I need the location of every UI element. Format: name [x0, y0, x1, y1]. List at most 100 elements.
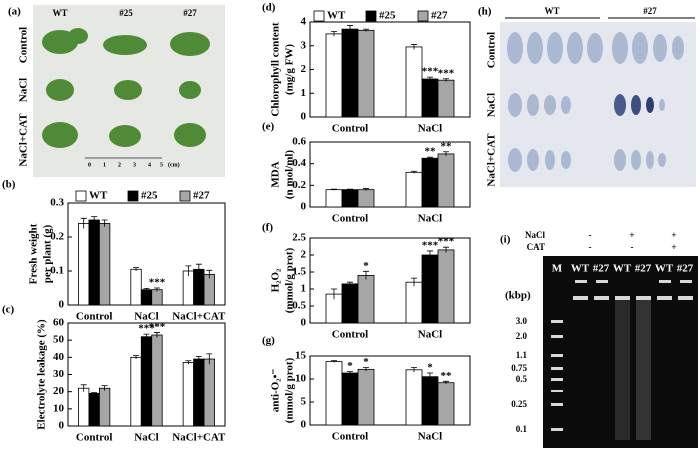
error-bar: [331, 31, 337, 37]
significance-label: ***: [422, 66, 439, 78]
size-marker: 0.5: [516, 374, 528, 384]
error-bar: [443, 246, 449, 253]
significance-label: ***: [138, 323, 155, 335]
legend-label: #27: [193, 190, 210, 202]
y-axis-label: (mmol/g prot): [284, 247, 296, 313]
bar: [193, 358, 205, 427]
legend-label: WT: [327, 10, 346, 22]
error-bar: [411, 367, 417, 373]
y-tick-label: 2: [301, 63, 307, 75]
error-bar: [143, 287, 150, 292]
panel-label: (h): [478, 6, 492, 18]
row-label: Control: [486, 32, 498, 68]
gel-bands: [551, 280, 693, 440]
y-tick-label: 15: [295, 350, 307, 362]
error-bar: [101, 385, 108, 391]
significance-label: **: [441, 370, 453, 382]
bar: [78, 222, 90, 306]
treatment-sign: +: [671, 242, 676, 252]
bar: [437, 382, 455, 426]
y-tick-label: 10: [295, 373, 307, 385]
scale-tick: 0: [88, 162, 91, 168]
y-tick-label: 0.1: [50, 265, 64, 277]
x-tick-label: NaCl: [134, 432, 158, 444]
y-tick-label: 0.6: [292, 136, 306, 148]
bar: [341, 28, 359, 118]
bar: [357, 274, 375, 324]
scale-tick: 2: [118, 162, 121, 168]
x-tick-label: NaCl: [418, 329, 442, 341]
bar: [341, 189, 359, 208]
scale-tick: 1: [103, 162, 106, 168]
error-bar: [206, 353, 213, 365]
bar: [357, 368, 375, 426]
error-bar: [153, 332, 160, 338]
significance-label: **: [425, 146, 437, 158]
y-tick-label: 60: [53, 317, 65, 329]
x-tick-label: Control: [332, 431, 368, 443]
y-axis-label: (mmol/g prot): [284, 357, 296, 423]
row-label: NaCl: [486, 93, 498, 117]
legend-label: #25: [379, 10, 396, 22]
plot-frame: [309, 141, 471, 208]
x-tick-label: NaCl: [134, 311, 158, 323]
y-tick-label: 50: [53, 334, 65, 346]
error-bar: [185, 265, 192, 277]
bar: [341, 372, 359, 426]
error-bar: [443, 151, 449, 157]
bar: [182, 362, 194, 427]
bar: [405, 369, 423, 426]
error-bar: [195, 263, 202, 275]
size-marker: 0.1: [516, 424, 528, 434]
y-tick-label: 0: [301, 317, 307, 329]
error-bar: [153, 287, 160, 292]
error-bar: [206, 269, 213, 279]
gel-panel: (i): [500, 234, 698, 448]
y-axis-label: Electrolyte leakage (%): [36, 319, 48, 430]
y-tick-label: 1: [301, 87, 307, 99]
significance-label: *: [427, 362, 433, 374]
y-tick-label: 10: [53, 402, 65, 414]
bar: [405, 281, 423, 324]
legend-label: #25: [141, 190, 158, 202]
bar: [325, 33, 343, 118]
error-bar: [443, 380, 449, 385]
legend-swatch: [127, 190, 139, 202]
error-bar: [443, 78, 449, 82]
panel-label: (i): [500, 234, 511, 246]
error-bar: [411, 170, 417, 174]
y-tick-label: 0.5: [292, 300, 306, 312]
y-tick-label: 5: [301, 396, 307, 408]
bar: [140, 336, 153, 427]
treatment-name: NaCl: [525, 230, 545, 240]
error-bar: [347, 281, 353, 286]
error-bar: [363, 270, 369, 280]
legend-swatch: [365, 10, 377, 22]
bar: [88, 219, 100, 306]
lane-label: WT: [655, 263, 674, 275]
significance-label: ***: [438, 236, 455, 248]
y-tick-label: 30: [53, 368, 65, 380]
treatment-sign: -: [589, 242, 592, 252]
error-bar: [185, 360, 192, 365]
significance-label: *: [363, 260, 369, 272]
scale-tick: 4: [148, 162, 151, 168]
leaves: [507, 32, 684, 172]
bar: [203, 273, 215, 306]
row-label: Control: [18, 27, 30, 63]
bar: [151, 334, 163, 427]
y-tick-label: 2: [301, 249, 307, 261]
error-bar: [347, 371, 353, 375]
panel-label: (b): [2, 179, 16, 191]
error-bar: [411, 277, 417, 287]
panel-label: (f): [262, 222, 273, 234]
y-tick-label: 1: [301, 283, 307, 295]
error-bar: [91, 392, 98, 395]
lane-label: #27: [593, 263, 610, 275]
significance-label: ***: [149, 277, 166, 289]
error-bar: [331, 188, 337, 191]
scale-unit: (cm): [168, 161, 180, 168]
legend-swatch: [417, 10, 429, 22]
significance-label: *: [363, 356, 369, 368]
